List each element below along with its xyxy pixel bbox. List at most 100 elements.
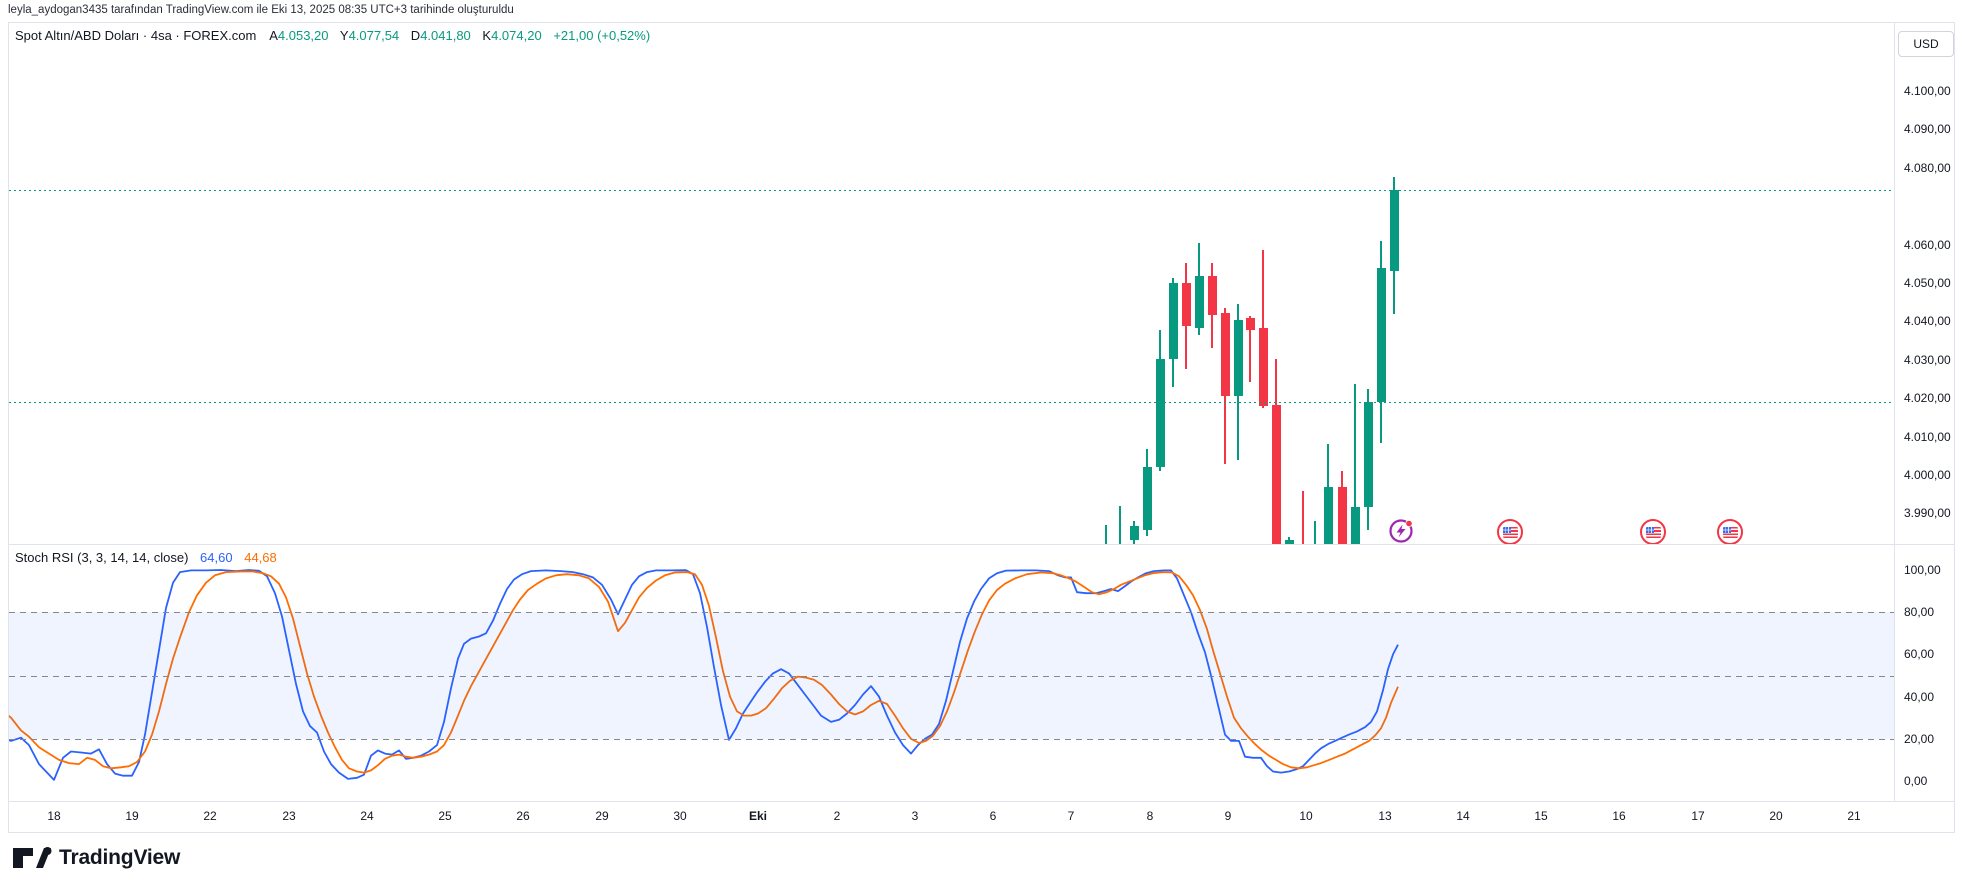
ohlc-open: A4.053,20 [269,28,329,43]
time-tick-label: 30 [673,809,687,823]
indicator-k-value: 64,60 [200,550,233,565]
rsi-tick-label: 80,00 [1904,605,1935,620]
time-tick-label: 6 [989,809,997,823]
economic-event-flag-icon[interactable] [1717,519,1743,544]
time-tick-label: 14 [1456,809,1470,823]
candle [1142,466,1152,530]
ohlc-low: D4.041,80 [410,28,471,43]
candle-wick [1314,521,1316,544]
us-flag-icon [1645,526,1661,538]
candle-wick [1105,524,1107,544]
rsi-tick-label: 0,00 [1904,774,1928,788]
price-line-dotted [9,402,1894,404]
economic-event-flag-icon[interactable] [1640,519,1666,544]
time-tick-label: 22 [203,809,217,823]
indicator-title: Stoch RSI (3, 3, 14, 14, close) [15,550,189,565]
rsi-band-line [9,738,1894,740]
stoch-k-line [9,569,1399,781]
price-tick-label: 4.020,00 [1904,391,1951,406]
candle [1233,319,1243,397]
time-tick-label: 9 [1224,809,1232,823]
time-tick-label: 7 [1067,809,1075,823]
economic-event-flag-icon[interactable] [1497,519,1523,544]
chart-widget: Spot Altın/ABD Doları · 4sa · FOREX.com … [8,22,1955,833]
attribution-text: leyla_aydogan3435 tarafından TradingView… [8,4,514,16]
time-tick-label: 15 [1534,809,1548,823]
candle [1284,540,1294,544]
candle [1245,317,1255,330]
price-tick-label: 4.000,00 [1904,468,1951,482]
stoch-d-line [9,570,1399,774]
stoch-rsi-pane[interactable]: Stoch RSI (3, 3, 14, 14, close) 64,60 44… [9,544,1894,801]
price-tick-label: 4.040,00 [1904,314,1951,329]
rsi-band-line [9,612,1894,614]
stoch-rsi-plot [9,569,1399,781]
candle [1350,506,1360,544]
time-tick-label: Eki [748,809,768,823]
price-tick-label: 4.010,00 [1904,429,1951,444]
price-pane[interactable]: Spot Altın/ABD Doları · 4sa · FOREX.com … [9,23,1894,544]
price-tick-label: 4.030,00 [1904,352,1951,367]
candle [1363,402,1373,507]
price-tick-label: 4.090,00 [1904,122,1951,137]
currency-toggle-button[interactable]: USD [1898,31,1954,57]
candle-wick [1249,315,1251,383]
candle [1181,283,1191,327]
rsi-tick-label: 60,00 [1904,647,1935,662]
time-tick-label: 17 [1691,809,1705,823]
rsi-band-fill [9,612,1894,739]
time-tick-label: 8 [1146,809,1154,823]
candle [1194,276,1204,328]
tradingview-logo[interactable]: TradingView [12,846,180,870]
time-tick-label: 16 [1612,809,1626,823]
candle [1207,276,1217,315]
time-tick-label: 20 [1769,809,1783,823]
time-tick-label: 3 [911,809,919,823]
candle [1168,283,1178,360]
time-tick-label: 23 [282,809,296,823]
rsi-tick-label: 40,00 [1904,689,1935,704]
change-value: +21,00 (+0,52%) [553,28,651,43]
tradingview-logo-text: TradingView [59,846,181,869]
time-tick-label: 19 [125,809,139,823]
time-tick-label: 21 [1847,809,1861,823]
us-flag-icon [1502,526,1518,538]
candle [1258,327,1268,407]
price-line-dotted [9,190,1894,192]
candle-wick [1302,490,1304,544]
symbol-legend[interactable]: Spot Altın/ABD Doları · 4sa · FOREX.com … [15,28,650,43]
ohlc-high: Y4.077,54 [339,28,400,43]
candle-wick [1354,384,1356,544]
price-tick-label: 4.050,00 [1904,276,1951,290]
price-tick-label: 3.990,00 [1904,506,1951,521]
candle [1376,267,1386,403]
time-tick-label: 10 [1299,809,1313,823]
price-tick-label: 4.060,00 [1904,237,1951,252]
time-tick-label: 13 [1378,809,1392,823]
rsi-band-line [9,675,1894,677]
indicator-legend[interactable]: Stoch RSI (3, 3, 14, 14, close) 64,60 44… [15,550,277,565]
indicator-d-value: 44,68 [244,550,277,565]
pane-separator[interactable] [9,544,1954,545]
candle [1155,359,1165,467]
candle [1271,405,1281,544]
candle [1323,486,1333,544]
time-axis[interactable]: 18 19 22 23 24 25 26 29 30 Eki 2 3 6 7 8 9 10 13 14 15 16 17 2… [9,801,1954,832]
time-tick-label: 29 [595,809,609,823]
candle [1389,190,1399,271]
signal-lightning-icon[interactable] [1387,517,1415,544]
time-tick-label: 2 [833,809,841,823]
tradingview-logo-icon [13,847,52,868]
time-axis-separator [9,801,1954,802]
price-axis[interactable]: 4.100,00 4.090,00 4.080,00 4.060,00 4.050,00… [1894,23,1955,801]
time-tick-label: 18 [47,809,61,823]
rsi-tick-label: 100,00 [1904,563,1941,577]
ohlc-close: K4.074,20 [482,28,542,43]
us-flag-icon [1722,526,1738,538]
price-tick-label: 4.100,00 [1904,84,1951,98]
candle [1220,312,1230,397]
candle [1129,526,1139,540]
symbol-title: Spot Altın/ABD Doları · 4sa · FOREX.com [15,28,257,43]
time-tick-label: 25 [438,809,452,823]
